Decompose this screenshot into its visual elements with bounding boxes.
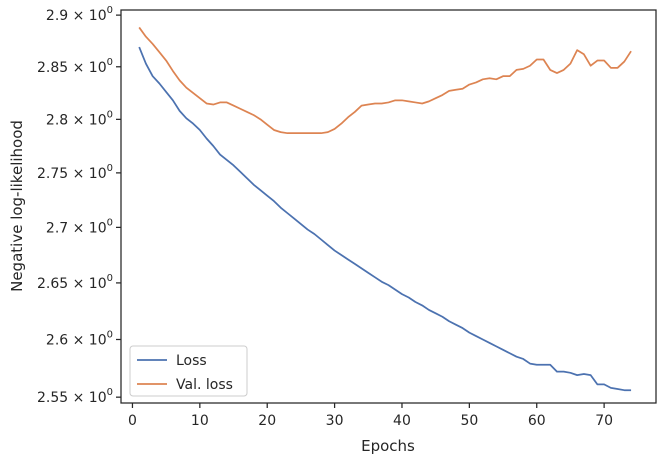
legend-label: Loss — [176, 353, 207, 369]
plot-area — [121, 10, 656, 403]
x-tick-label: 30 — [326, 413, 344, 429]
legend: Loss Val. loss — [129, 345, 248, 397]
y-tick-label: 2.55 × 100 — [37, 387, 113, 406]
y-tick-label: 2.75 × 100 — [37, 163, 113, 182]
y-tick-label: 2.6 × 100 — [46, 329, 113, 348]
y-tick-label: 2.85 × 100 — [37, 57, 113, 76]
x-axis-label: Epochs — [361, 437, 415, 455]
x-tick-label: 70 — [595, 413, 613, 429]
plot-frame — [120, 9, 657, 404]
x-tick-label: 10 — [191, 413, 209, 429]
x-tick-label: 50 — [460, 413, 478, 429]
y-tick-label: 2.7 × 100 — [46, 217, 113, 236]
y-tick-label: 2.9 × 100 — [46, 5, 113, 24]
y-tick-label: 2.65 × 100 — [37, 273, 113, 292]
x-tick-label: 40 — [393, 413, 411, 429]
x-tick-label: 60 — [528, 413, 546, 429]
y-tick-label: 2.8 × 100 — [46, 109, 113, 128]
x-tick-label: 0 — [128, 413, 137, 429]
x-tick-label: 20 — [258, 413, 276, 429]
y-axis-label: Negative log-likelihood — [8, 120, 26, 292]
series-line-val-loss — [138, 26, 632, 135]
legend-label: Val. loss — [176, 377, 233, 393]
series-line-loss — [138, 46, 632, 392]
